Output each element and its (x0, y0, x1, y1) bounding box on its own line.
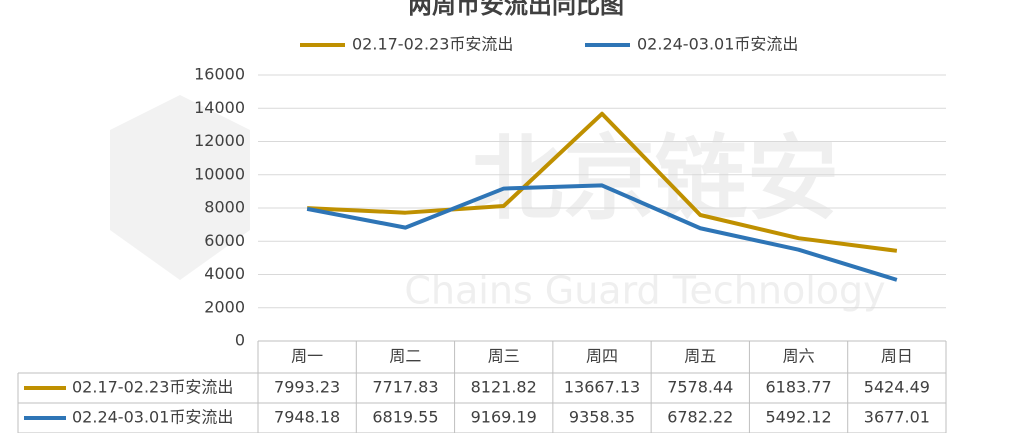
table-value: 6183.77 (765, 378, 831, 397)
table-series-name: 02.17-02.23币安流出 (72, 378, 233, 397)
x-tick-label: 周三 (488, 347, 520, 366)
table-value: 7993.23 (274, 378, 340, 397)
x-tick-label: 周一 (291, 347, 323, 366)
y-tick-label: 2000 (204, 297, 245, 316)
table-value: 8121.82 (471, 378, 537, 397)
table-value: 5424.49 (864, 378, 930, 397)
x-tick-label: 周日 (881, 347, 913, 366)
table-value: 7717.83 (372, 378, 438, 397)
chart-title: 两周币安流出同比图 (408, 0, 624, 19)
watermark-subtitle: Chains Guard Technology (404, 269, 885, 313)
y-tick-label: 14000 (194, 98, 245, 117)
series-line (307, 111, 898, 253)
x-tick-label: 周五 (684, 347, 716, 366)
y-tick-label: 10000 (194, 164, 245, 183)
table-value: 9358.35 (569, 408, 635, 427)
table-value: 9169.19 (471, 408, 537, 427)
legend-label: 02.17-02.23币安流出 (352, 35, 513, 54)
watermark-shield (110, 95, 250, 280)
table-value: 6782.22 (667, 408, 733, 427)
legend-label: 02.24-03.01币安流出 (637, 35, 798, 54)
table-value: 7948.18 (274, 408, 340, 427)
y-tick-label: 12000 (194, 131, 245, 150)
x-tick-label: 周六 (783, 347, 815, 366)
table-value: 13667.13 (564, 378, 640, 397)
y-tick-label: 0 (235, 331, 245, 350)
x-tick-label: 周四 (586, 347, 618, 366)
y-tick-label: 6000 (204, 231, 245, 250)
table-value: 3677.01 (864, 408, 930, 427)
y-tick-label: 4000 (204, 264, 245, 283)
table-value: 6819.55 (372, 408, 438, 427)
table-value: 5492.12 (765, 408, 831, 427)
y-tick-label: 8000 (204, 198, 245, 217)
table-series-name: 02.24-03.01币安流出 (72, 408, 233, 427)
series-line (306, 183, 898, 282)
y-tick-label: 16000 (194, 65, 245, 84)
x-tick-label: 周二 (389, 347, 421, 366)
table-value: 7578.44 (667, 378, 733, 397)
